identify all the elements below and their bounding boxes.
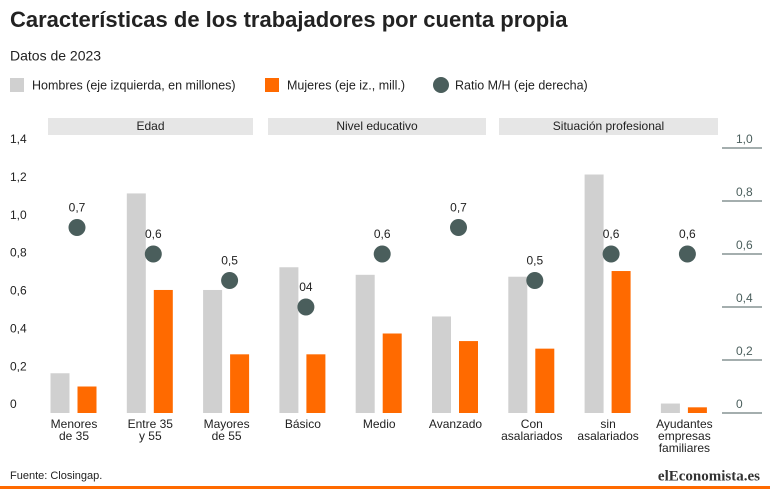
x-tick-label: Medio [362, 417, 396, 431]
ratio-dot [221, 272, 239, 289]
group-header [499, 118, 718, 135]
bar [508, 276, 528, 413]
x-tick-label: sin asalariados [577, 417, 639, 443]
bar [459, 341, 478, 413]
source: Fuente: Closingap. [10, 470, 102, 482]
data-label: 0,5 [526, 254, 543, 268]
bar [279, 267, 299, 413]
group-label: Nivel educativo [336, 119, 418, 133]
y2-tick-label: 0,8 [736, 185, 753, 199]
x-tick-label: Menores de 35 [50, 417, 98, 443]
x-tick-label: Básico [284, 417, 321, 431]
y-tick-label: 1,0 [10, 208, 27, 222]
ratio-dot [602, 245, 620, 263]
ratio-dot [373, 245, 391, 263]
legend-marker [10, 78, 24, 92]
data-label: 0,7 [69, 201, 86, 215]
data-label: 0,6 [145, 227, 162, 241]
x-tick-label: Entre 35 y 55 [127, 417, 173, 443]
legend-label: Ratio M/H (eje derecha) [455, 78, 588, 92]
footer-line [0, 486, 770, 489]
bar [584, 174, 604, 413]
data-label: 0,5 [221, 254, 238, 268]
group-label: Edad [136, 119, 164, 133]
y-tick-label: 0 [10, 397, 17, 411]
y2-tick-label: 0,2 [736, 344, 753, 358]
bar [230, 354, 250, 413]
group-header [48, 118, 253, 135]
bar [355, 274, 375, 413]
data-label: 0,6 [374, 227, 391, 241]
bar [306, 354, 326, 413]
data-label: 04 [299, 280, 313, 294]
y-tick-label: 0,4 [10, 321, 27, 335]
y2-tick-label: 0,6 [736, 238, 753, 252]
bar [50, 373, 70, 413]
x-tick-label: Ayudantes empresas familiares [656, 417, 713, 455]
bar [660, 403, 680, 413]
data-label: 0,6 [679, 227, 696, 241]
bar [611, 271, 631, 413]
ratio-dot [68, 219, 86, 236]
ratio-dot [144, 245, 162, 263]
group-header [268, 118, 486, 135]
legend-marker [265, 78, 279, 92]
ratio-dot [450, 219, 467, 236]
x-tick-label: Mayores de 55 [203, 417, 250, 443]
x-tick-label: Avanzado [428, 417, 483, 431]
bar [203, 289, 223, 413]
ratio-dot [526, 272, 544, 289]
y-tick-label: 0,2 [10, 359, 27, 373]
chart-title: Características de los trabajadores por … [10, 7, 568, 32]
legend-label: Hombres (eje izquierda, en millones) [32, 78, 236, 92]
ratio-dot [297, 298, 315, 316]
bar [382, 333, 402, 413]
bar [126, 193, 146, 413]
y2-tick-label: 0,4 [736, 291, 753, 305]
ratio-dot [678, 245, 696, 263]
bar [153, 289, 173, 413]
x-tick-label: Con asalariados [501, 417, 563, 443]
data-label: 0,6 [603, 227, 620, 241]
y-tick-label: 0,6 [10, 284, 27, 298]
y-tick-label: 1,2 [10, 170, 27, 184]
legend-label: Mujeres (eje iz., mill.) [287, 78, 405, 92]
logo: elEconomista.es [658, 468, 760, 484]
y2-tick-label: 0 [736, 397, 743, 411]
data-label: 0,7 [450, 201, 467, 215]
bar [535, 348, 555, 413]
y-tick-label: 0,8 [10, 246, 27, 260]
bar [432, 316, 451, 413]
group-label: Situación profesional [553, 119, 664, 133]
y2-tick-label: 1,0 [736, 132, 753, 146]
legend-marker [433, 77, 449, 93]
bar [77, 386, 97, 413]
y-tick-label: 1,4 [10, 132, 27, 146]
chart-subtitle: Datos de 2023 [10, 48, 101, 64]
bar [687, 407, 707, 413]
